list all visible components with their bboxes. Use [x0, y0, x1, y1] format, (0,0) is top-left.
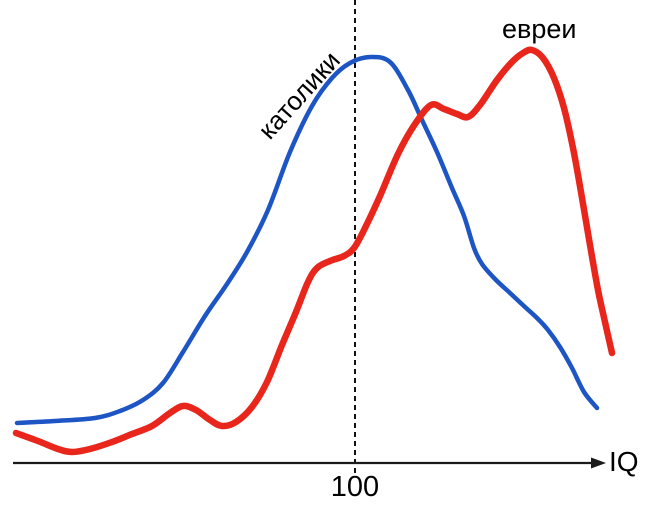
series-label-jews: евреи: [502, 14, 577, 44]
curve-jews: [12, 46, 616, 456]
curve-catholics: [14, 54, 600, 426]
x-axis-arrowhead: [591, 457, 606, 469]
x-axis-tick-label-100: 100: [330, 471, 380, 503]
x-axis-title: IQ: [609, 446, 639, 477]
